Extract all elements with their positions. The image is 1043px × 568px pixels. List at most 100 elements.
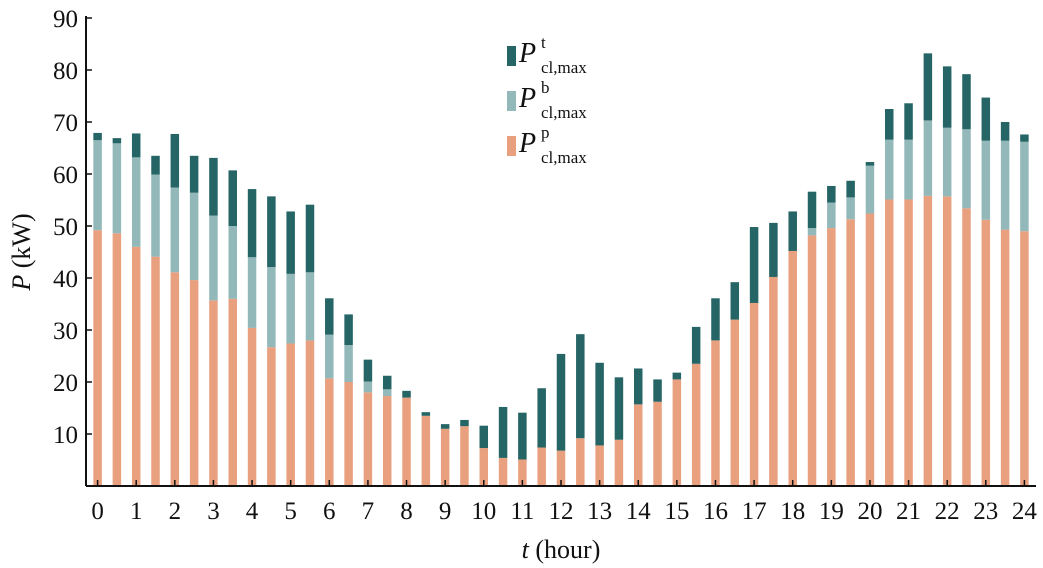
bar-segment-p-43 — [923, 195, 933, 486]
bar-segment-t-44 — [942, 66, 952, 128]
x-tick-label: 7 — [362, 498, 375, 525]
x-tick-label: 0 — [91, 498, 104, 525]
bar-segment-p-27 — [614, 439, 624, 486]
bar-segment-b-11 — [305, 272, 315, 341]
y-tick-label: 50 — [53, 214, 78, 241]
bar-segment-p-36 — [788, 250, 797, 486]
bar-segment-t-30 — [672, 372, 682, 380]
x-tick-label: 15 — [664, 498, 689, 525]
bar-segment-t-16 — [402, 390, 411, 398]
bar-segment-b-37 — [807, 228, 817, 236]
x-tick-label: 17 — [742, 498, 767, 525]
bar-segment-t-37 — [807, 191, 817, 229]
bar-segment-p-40 — [865, 213, 875, 486]
bar-segment-t-11 — [305, 204, 315, 273]
bar-segment-b-6 — [209, 215, 218, 301]
bar-segment-p-3 — [151, 256, 160, 486]
bar-segment-t-21 — [498, 406, 508, 458]
bar-segment-t-32 — [711, 298, 720, 341]
bar-segment-p-22 — [518, 459, 527, 486]
bar-segment-p-14 — [363, 392, 373, 486]
bar-segment-t-5 — [189, 155, 199, 193]
bar-segment-t-4 — [170, 133, 180, 188]
bar-segment-p-23 — [537, 447, 546, 486]
legend-main: P — [518, 128, 536, 159]
bar-segment-b-47 — [1000, 140, 1010, 230]
y-tick-label: 10 — [53, 422, 78, 449]
x-tick-label: 23 — [973, 498, 998, 525]
bar-segment-b-8 — [247, 257, 257, 328]
bar-segment-p-9 — [267, 347, 276, 486]
bar-segment-t-7 — [228, 170, 237, 226]
x-tick-label: 11 — [510, 498, 534, 525]
bar-segment-b-1 — [112, 143, 122, 234]
bar-segment-p-29 — [653, 401, 662, 486]
bar-segment-t-17 — [421, 412, 431, 416]
bar-segment-p-11 — [305, 340, 315, 486]
bar-segment-p-5 — [189, 280, 199, 486]
bar-segment-b-39 — [846, 197, 855, 220]
legend-swatch-p — [507, 136, 516, 156]
bar-segment-b-10 — [286, 273, 295, 344]
bar-segment-p-35 — [769, 276, 778, 486]
bar-segment-b-13 — [344, 345, 353, 382]
bar-segment-t-3 — [151, 155, 160, 175]
legend-swatch-t — [507, 46, 516, 66]
bar-segment-t-40 — [865, 162, 875, 166]
bar-segment-t-23 — [537, 388, 546, 448]
x-axis-title: t (hour) — [522, 535, 601, 564]
bar-segment-p-4 — [170, 272, 180, 486]
bar-segment-b-44 — [942, 127, 952, 197]
x-tick-label: 1 — [130, 498, 143, 525]
bar-segment-b-41 — [885, 139, 894, 200]
bar-segment-b-46 — [981, 140, 991, 220]
bar-segment-p-12 — [325, 378, 334, 486]
bar-segment-t-14 — [363, 359, 373, 382]
bar-segment-p-25 — [576, 438, 585, 486]
bar-segment-t-29 — [653, 379, 662, 402]
bar-segment-b-12 — [325, 334, 334, 379]
bar-segment-b-5 — [189, 192, 199, 281]
legend-subscript: cl,max — [541, 58, 587, 77]
bar-segment-p-46 — [981, 219, 991, 486]
bar-segment-p-0 — [93, 230, 102, 486]
bar-segment-p-37 — [807, 235, 817, 486]
bar-segment-p-34 — [749, 302, 759, 486]
bar-segment-t-12 — [325, 298, 334, 335]
x-tick-label: 19 — [819, 498, 844, 525]
bar-segment-t-1 — [112, 138, 122, 144]
bar-segment-t-15 — [382, 375, 392, 390]
legend-main: P — [518, 83, 536, 114]
axis-titles-layer: t (hour) P (kW) — [7, 213, 600, 564]
bar-segment-t-45 — [962, 74, 971, 130]
y-tick-label: 40 — [53, 266, 78, 293]
bar-segment-t-18 — [440, 424, 450, 429]
bar-segment-b-0 — [93, 140, 102, 231]
bar-segment-p-44 — [942, 196, 952, 487]
bar-segment-p-32 — [711, 340, 720, 486]
x-axis-unit: (hour) — [529, 535, 600, 564]
x-tick-label: 9 — [439, 498, 452, 525]
bar-segment-p-41 — [885, 199, 894, 487]
bar-segment-t-33 — [730, 282, 740, 320]
bar-segment-b-43 — [923, 120, 933, 196]
legend-superscript: b — [541, 78, 550, 97]
bar-segment-t-31 — [691, 326, 701, 364]
x-tick-label: 8 — [400, 498, 413, 525]
bar-segment-t-20 — [479, 425, 489, 449]
y-tick-label: 80 — [53, 58, 78, 85]
bar-segment-t-27 — [614, 377, 624, 440]
bar-segment-b-15 — [382, 389, 392, 397]
bar-segment-p-28 — [633, 404, 643, 486]
x-tick-label: 3 — [207, 498, 220, 525]
bar-segment-t-41 — [885, 109, 894, 140]
bar-segment-t-2 — [131, 133, 141, 158]
bar-segment-b-40 — [865, 165, 875, 214]
bar-segment-b-3 — [151, 174, 160, 257]
bar-segment-p-47 — [1000, 229, 1010, 486]
x-tick-label: 14 — [626, 498, 652, 525]
legend-subscript: cl,max — [541, 148, 587, 167]
x-tick-label: 6 — [323, 498, 336, 525]
